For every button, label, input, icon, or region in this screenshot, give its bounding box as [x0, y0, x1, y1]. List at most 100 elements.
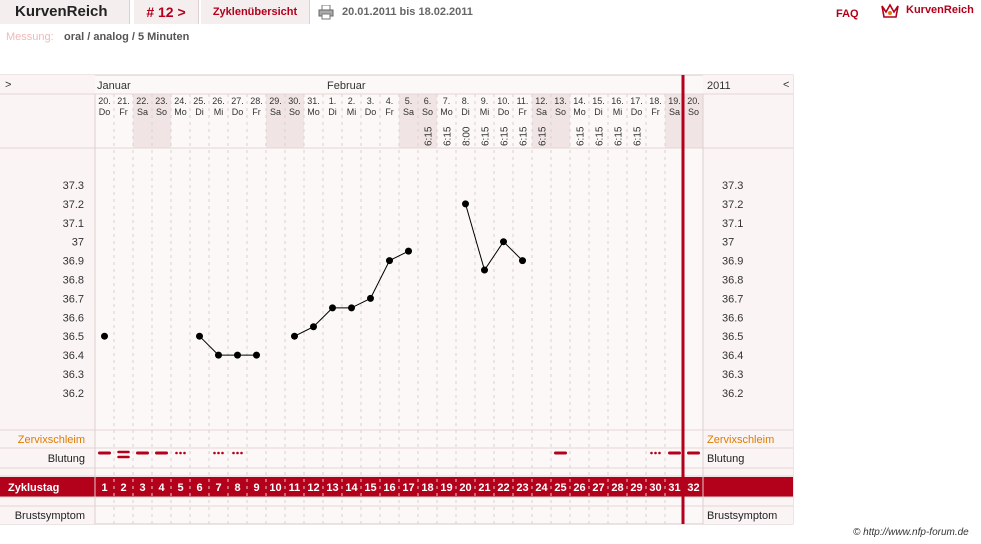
temperature-point — [481, 266, 488, 274]
temperature-point — [215, 351, 222, 359]
measure-time: 6:15 — [595, 126, 606, 146]
weekday-label: Di — [195, 107, 204, 117]
bleeding-dot — [236, 451, 239, 455]
month-label: Januar — [97, 80, 131, 92]
day-number: 29. — [269, 96, 282, 106]
temperature-point — [367, 294, 374, 302]
weekday-label: Mi — [347, 107, 357, 117]
y-tick-label-right: 37.1 — [722, 218, 743, 230]
bleeding-dot — [650, 451, 653, 455]
cycle-day-number: 15 — [364, 482, 376, 494]
cycle-day-number: 28 — [611, 482, 623, 494]
printer-icon[interactable] — [318, 4, 334, 20]
weekend-shade — [266, 94, 285, 148]
cycle-day-number: 18 — [421, 482, 433, 494]
bleeding-dot — [654, 451, 657, 455]
temperature-line — [199, 335, 219, 356]
faq-link[interactable]: FAQ — [836, 8, 859, 20]
weekday-label: Mi — [613, 107, 623, 117]
cycle-overview-tab[interactable]: Zyklenübersicht — [201, 0, 310, 24]
day-number: 10. — [497, 96, 510, 106]
day-number: 18. — [649, 96, 662, 106]
y-tick-label: 36.8 — [63, 275, 84, 287]
crown-logo-icon[interactable] — [880, 2, 900, 20]
nav-next-arrow: < — [783, 79, 789, 91]
day-number: 15. — [592, 96, 605, 106]
bleeding-dot — [658, 451, 661, 455]
measure-time: 6:15 — [500, 126, 511, 146]
cycle-day-number: 21 — [478, 482, 490, 494]
y-tick-label: 36.4 — [63, 350, 84, 362]
bleeding-dot — [179, 451, 182, 455]
temperature-point — [234, 351, 241, 359]
weekday-label: Fr — [252, 107, 261, 117]
day-number: 30. — [288, 96, 301, 106]
y-tick-label-right: 36.8 — [722, 275, 743, 287]
weekday-label: Mo — [174, 107, 187, 117]
weekday-label: Sa — [137, 107, 148, 117]
day-number: 12. — [535, 96, 548, 106]
weekday-label: Do — [365, 107, 377, 117]
cycle-day-number: 24 — [535, 482, 548, 494]
cycle-day-number: 1 — [101, 482, 107, 494]
measure-time: 6:15 — [614, 126, 625, 146]
day-number: 21. — [117, 96, 130, 106]
y-tick-label: 36.7 — [63, 293, 84, 305]
bleeding-row-label-right: Blutung — [707, 453, 744, 465]
weekday-label: So — [555, 107, 566, 117]
brand-title[interactable]: KurvenReich — [0, 0, 130, 24]
day-number: 9. — [481, 96, 489, 106]
day-number: 1. — [329, 96, 337, 106]
temperature-point — [500, 238, 507, 246]
measure-time: 6:15 — [443, 126, 454, 146]
weekend-shade — [152, 94, 171, 148]
day-number: 2. — [348, 96, 356, 106]
cycle-day-number: 2 — [120, 482, 126, 494]
day-number: 7. — [443, 96, 451, 106]
measure-time: 6:15 — [633, 126, 644, 146]
bleeding-dot — [232, 451, 235, 455]
temperature-point — [291, 332, 298, 340]
day-number: 25. — [193, 96, 206, 106]
weekday-label: Sa — [270, 107, 281, 117]
copyright-footer: © http://www.nfp-forum.de — [853, 527, 969, 538]
cycle-day-number: 20 — [459, 482, 471, 494]
day-number: 26. — [212, 96, 225, 106]
right-label-column — [703, 75, 793, 524]
day-number: 3. — [367, 96, 375, 106]
day-number: 14. — [573, 96, 586, 106]
y-tick-label: 37.1 — [63, 218, 84, 230]
day-number: 22. — [136, 96, 149, 106]
weekday-label: Mi — [480, 107, 490, 117]
weekend-shade — [418, 94, 437, 148]
breast-row-label: Brustsymptom — [15, 510, 85, 522]
y-tick-label: 36.5 — [63, 331, 84, 343]
temperature-point — [329, 304, 336, 312]
weekday-label: Mo — [307, 107, 320, 117]
temperature-line — [313, 307, 333, 328]
weekday-label: Mo — [440, 107, 453, 117]
cycle-day-number: 9 — [253, 482, 259, 494]
weekday-label: Fr — [119, 107, 128, 117]
weekend-shade — [665, 94, 684, 148]
weekend-shade — [285, 94, 304, 148]
temperature-point — [310, 323, 317, 331]
y-tick-label-right: 37.2 — [722, 199, 743, 211]
logo-text[interactable]: KurvenReich — [906, 4, 974, 16]
cycle-day-number: 23 — [516, 482, 528, 494]
day-number: 5. — [405, 96, 413, 106]
cycle-nav-button[interactable]: # 12 > — [134, 0, 199, 24]
breast-row-label-right: Brustsymptom — [707, 510, 777, 522]
cycle-day-number: 19 — [440, 482, 452, 494]
weekday-label: Fr — [518, 107, 527, 117]
weekday-label: So — [422, 107, 433, 117]
temperature-line — [503, 241, 523, 261]
temperature-line — [294, 326, 314, 337]
zyklustag-band — [0, 477, 793, 497]
weekday-label: Di — [594, 107, 603, 117]
y-tick-label-right: 36.3 — [722, 369, 743, 381]
cycle-day-number: 25 — [554, 482, 566, 494]
day-number: 4. — [386, 96, 394, 106]
measurement-value: oral / analog / 5 Minuten — [64, 31, 190, 43]
measure-time: 8:00 — [462, 126, 473, 146]
